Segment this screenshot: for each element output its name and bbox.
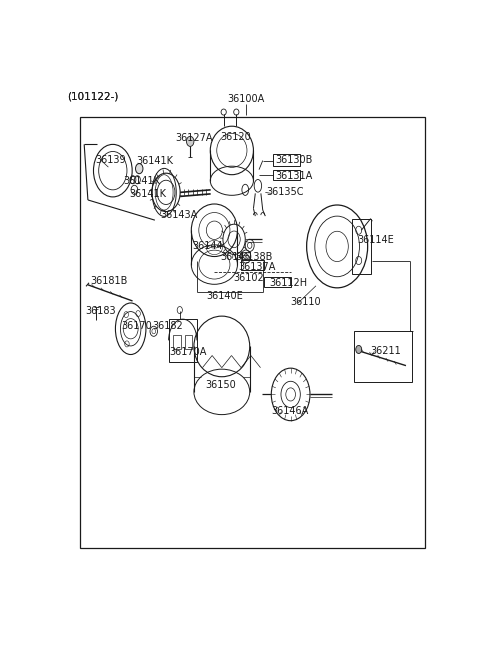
Text: 36131A: 36131A (275, 171, 312, 180)
Text: 36170: 36170 (121, 321, 152, 331)
Text: 36141K: 36141K (136, 155, 173, 165)
Text: 36183: 36183 (85, 306, 116, 316)
Text: 36150: 36150 (205, 380, 236, 390)
Text: 36138B: 36138B (236, 251, 273, 262)
Bar (273, 170, 300, 180)
Text: 36114E: 36114E (358, 236, 395, 245)
Text: 36140E: 36140E (206, 291, 242, 301)
Text: 36120: 36120 (221, 133, 252, 142)
Text: 36143A: 36143A (160, 210, 198, 220)
Text: 36112H: 36112H (269, 278, 307, 288)
Text: 36127A: 36127A (175, 133, 213, 143)
Circle shape (356, 346, 362, 354)
Bar (264, 277, 290, 287)
Text: 36144: 36144 (192, 241, 223, 251)
Text: 36181B: 36181B (91, 276, 128, 286)
Text: (101122-): (101122-) (67, 91, 119, 102)
Bar (185, 335, 192, 350)
Text: 36139: 36139 (96, 155, 126, 165)
Bar (354, 331, 411, 382)
Bar (168, 319, 197, 361)
Circle shape (186, 136, 194, 146)
Text: 36102: 36102 (234, 274, 264, 283)
Text: 36137A: 36137A (239, 262, 276, 272)
Bar (173, 335, 181, 350)
Bar (81, 117, 425, 548)
Text: 36182: 36182 (152, 321, 183, 331)
Text: 36100A: 36100A (228, 94, 264, 104)
Text: 36141K: 36141K (129, 189, 166, 199)
Text: 36145: 36145 (221, 251, 252, 262)
Text: 36146A: 36146A (271, 406, 309, 416)
Text: 36135C: 36135C (266, 188, 304, 197)
Text: 36170A: 36170A (170, 348, 207, 358)
Text: 36211: 36211 (371, 346, 401, 356)
Bar (352, 218, 372, 274)
Circle shape (135, 163, 143, 174)
Text: 36130B: 36130B (276, 155, 313, 165)
Bar (273, 154, 300, 165)
Text: 36141K: 36141K (123, 176, 160, 186)
Text: 36110: 36110 (290, 297, 321, 307)
Text: (101122-): (101122-) (67, 91, 119, 102)
Bar (241, 260, 264, 270)
